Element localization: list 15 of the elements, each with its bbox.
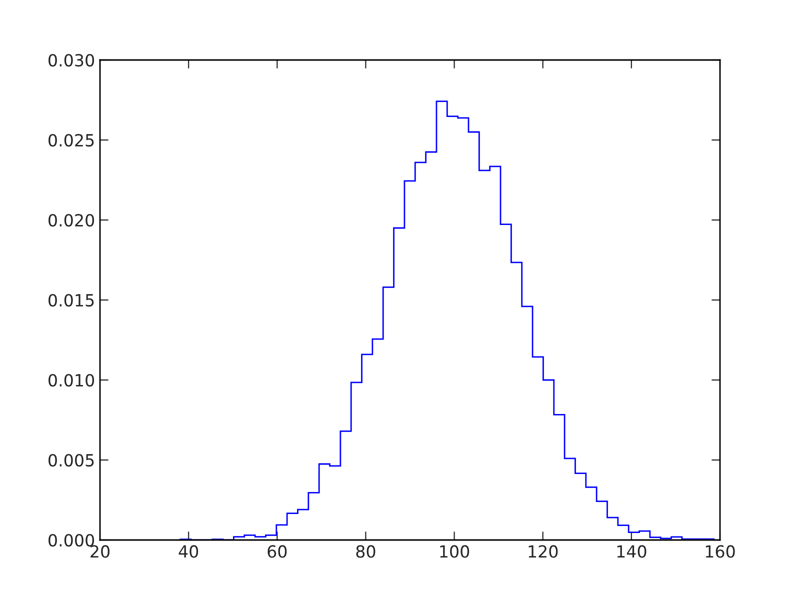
x-tick-label: 80 bbox=[356, 545, 376, 558]
y-tick-label: 0.015 bbox=[48, 294, 94, 307]
x-tick-label: 40 bbox=[178, 545, 198, 558]
y-tick-label: 0.010 bbox=[48, 374, 94, 387]
x-tick-label: 120 bbox=[528, 545, 558, 558]
x-tick-label: 140 bbox=[617, 545, 646, 558]
y-tick-label: 0.005 bbox=[48, 454, 94, 467]
y-tick-label: 0.030 bbox=[48, 54, 94, 67]
y-tick-label: 0.000 bbox=[48, 534, 94, 547]
y-tick-label: 0.020 bbox=[48, 214, 94, 227]
x-tick-label: 60 bbox=[268, 545, 287, 558]
x-tick-label: 160 bbox=[706, 545, 735, 558]
x-tick-label: 20 bbox=[90, 545, 110, 558]
x-tick-label: 100 bbox=[440, 545, 470, 558]
y-tick-label: 0.025 bbox=[48, 134, 94, 147]
